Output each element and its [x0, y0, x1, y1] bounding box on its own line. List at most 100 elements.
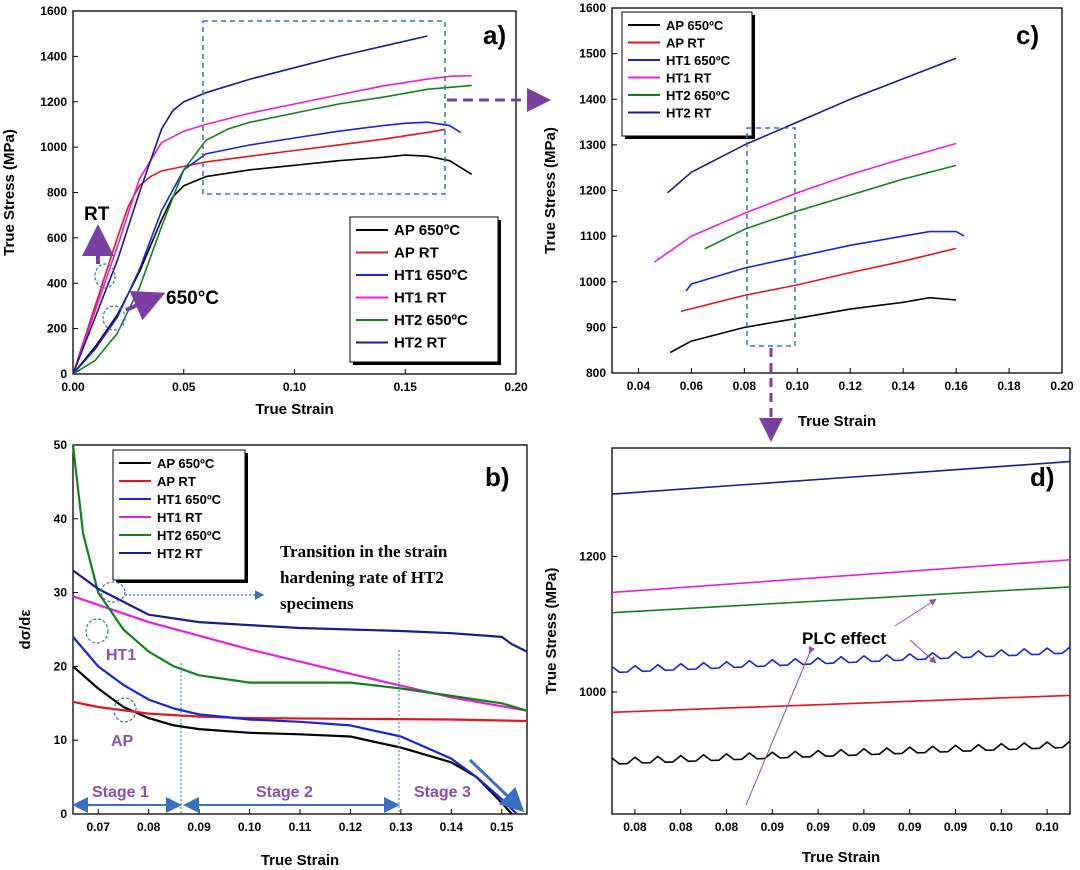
- y-tick-label-c: 1400: [579, 92, 606, 106]
- legend-label-b: HT2 650ºC: [157, 528, 222, 543]
- x-tick-label-d: 0.08: [623, 820, 647, 834]
- series-line-d-2: [611, 646, 1071, 674]
- x-tick-label-a: 0.20: [504, 380, 528, 394]
- x-tick-label-c: 0.16: [944, 379, 968, 393]
- series-line-d-4: [611, 586, 1071, 614]
- legend-label-c: AP RT: [666, 36, 705, 51]
- y-axis-label-b: dσ/dε: [17, 610, 34, 650]
- ap-marker-circle: [113, 697, 137, 723]
- y-tick-label-b: 30: [54, 586, 68, 600]
- series-line-d-5: [611, 460, 1071, 495]
- series-line-a-4: [72, 84, 472, 375]
- y-tick-label-a: 600: [47, 231, 67, 245]
- x-tick-label-d: 0.09: [898, 820, 922, 834]
- x-tick-label-a: 0.05: [172, 380, 196, 394]
- series-line-a-2: [72, 121, 462, 375]
- series-line-b-5: [72, 569, 528, 653]
- series-line-c-1: [680, 247, 957, 313]
- y-tick-label-a: 0: [60, 367, 67, 381]
- x-tick-label-a: 0.15: [394, 380, 418, 394]
- plot-frame-d: [611, 447, 1071, 815]
- y-tick-label-a: 1400: [40, 49, 67, 63]
- series-line-c-5: [667, 57, 957, 194]
- x-tick-label-b: 0.15: [490, 820, 514, 834]
- legend-label-c: AP 650ºC: [666, 18, 724, 33]
- legend-label-b: HT2 RT: [157, 546, 203, 561]
- stage2-label: Stage 2: [256, 784, 313, 801]
- series-line-b-3: [72, 595, 528, 712]
- x-tick-label-b: 0.10: [238, 820, 262, 834]
- legend-label-c: HT2 RT: [666, 106, 712, 121]
- legend-label-b: AP RT: [157, 474, 196, 489]
- legend-label-a: AP RT: [394, 245, 439, 262]
- legend-label-b: HT1 RT: [157, 510, 203, 525]
- y-tick-label-b: 40: [54, 512, 68, 526]
- legend-label-c: HT1 650ºC: [666, 53, 731, 68]
- x-axis-label-c: True Strain: [798, 413, 876, 430]
- hot-marker-circle: [102, 305, 126, 331]
- y-axis-label-a: True Stress (MPa): [1, 129, 18, 256]
- plc-effect-label: PLC effect: [802, 629, 886, 648]
- x-tick-label-d: 0.09: [852, 820, 876, 834]
- x-tick-label-c: 0.04: [627, 379, 651, 393]
- panel-b-chart: 0.07 0.08 0.09 0.10 0.11 0.12 0.13 0.14 0.15 0 10 2…: [17, 438, 528, 869]
- y-tick-label-c: 1600: [579, 1, 606, 15]
- y-tick-label-a: 800: [47, 186, 67, 200]
- series-line-d-3: [611, 559, 1071, 594]
- y-tick-label-c: 1200: [579, 184, 606, 198]
- panel-c-label: c): [1016, 20, 1039, 50]
- transition-annotation-line1: Transition in the strain: [280, 542, 448, 561]
- x-tick-label-a: 0.00: [61, 380, 85, 394]
- x-tick-label-b: 0.13: [389, 820, 413, 834]
- legend-label-c: HT1 RT: [666, 71, 712, 86]
- y-axis-label-d: True Stress (MPa): [543, 568, 560, 695]
- legend-box-c: [621, 11, 753, 137]
- legend-label-a: HT2 RT: [394, 335, 447, 352]
- zoom-box-c: [746, 127, 796, 347]
- rt-annotation: RT: [84, 204, 110, 225]
- y-tick-label-c: 1000: [579, 275, 606, 289]
- x-tick-label-d: 0.09: [761, 820, 785, 834]
- series-line-c-3: [653, 142, 957, 263]
- series-line-a-3: [72, 74, 472, 375]
- x-tick-label-d: 0.08: [715, 820, 739, 834]
- x-axis-label-b: True Strain: [261, 852, 339, 869]
- hot-arrow: [125, 290, 166, 321]
- y-tick-label-a: 200: [47, 322, 67, 336]
- rt-marker-circle: [94, 263, 116, 289]
- plc-arrow-ht1: [909, 639, 937, 664]
- y-tick-label-c: 1500: [579, 47, 606, 61]
- x-tick-label-c: 0.12: [839, 379, 863, 393]
- x-tick-label-c: 0.10: [786, 379, 810, 393]
- x-axis-label-a: True Strain: [255, 401, 333, 418]
- stage3-arrow: [468, 758, 525, 813]
- legend-box-b: [112, 449, 246, 581]
- legend-label-a: HT2 650ºC: [394, 312, 468, 329]
- ht1-marker-circle: [85, 618, 109, 644]
- series-line-b-2: [72, 636, 518, 815]
- x-tick-label-b: 0.14: [440, 820, 464, 834]
- zoom-box-a: [202, 20, 446, 195]
- transition-marker-circle: [100, 581, 126, 603]
- x-tick-label-d: 0.08: [669, 820, 693, 834]
- x-tick-label-d: 0.09: [944, 820, 968, 834]
- y-tick-label-d: 1200: [579, 549, 606, 563]
- legend-label-a: HT1 650ºC: [394, 267, 468, 284]
- plc-arrow-ap: [745, 646, 816, 806]
- legend-label-b: HT1 650ºC: [157, 492, 222, 507]
- series-line-b-4: [71, 444, 528, 712]
- y-tick-label-b: 0: [60, 807, 67, 821]
- y-tick-label-a: 1600: [40, 4, 67, 18]
- stage3-label: Stage 3: [414, 784, 471, 801]
- y-tick-label-c: 900: [586, 320, 606, 334]
- y-tick-label-c: 1300: [579, 138, 606, 152]
- legend-label-a: HT1 RT: [394, 290, 447, 307]
- y-tick-label-c: 1100: [580, 229, 606, 243]
- series-line-d-0: [611, 740, 1071, 765]
- series-line-b-1: [72, 700, 528, 723]
- transition-annotation-line3: specimens: [280, 594, 354, 613]
- x-axis-label-d: True Strain: [802, 849, 880, 866]
- x-tick-label-c: 0.18: [997, 379, 1021, 393]
- legend-label-c: HT2 650ºC: [666, 88, 731, 103]
- x-tick-label-d: 0.09: [806, 820, 830, 834]
